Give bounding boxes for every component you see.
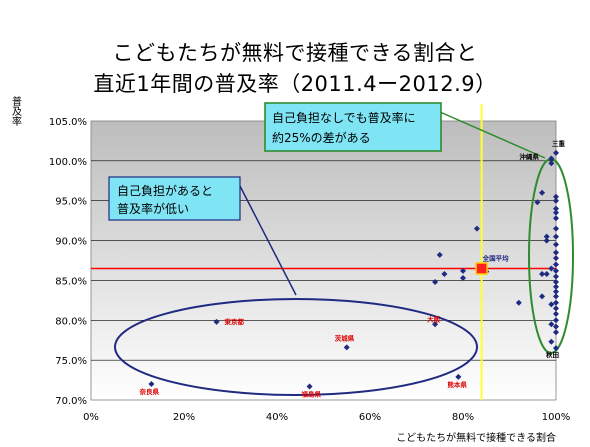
data-point [553, 249, 559, 256]
callout-self-pay: 自己負担があると 普及率が低い [108, 176, 241, 221]
data-point [534, 199, 541, 206]
data-point [553, 255, 559, 262]
callout-free-line-2: 約25%の差がある [272, 130, 371, 145]
data-point [553, 261, 559, 268]
data-point [539, 189, 546, 196]
data-point [306, 383, 313, 390]
data-point [539, 293, 546, 300]
x-tick-label: 60% [359, 412, 381, 423]
x-tick-label: 40% [266, 412, 288, 423]
callout-free-line-1: 自己負担なしでも普及率に [272, 110, 416, 125]
y-tick-label: 95.0% [55, 197, 87, 208]
point-label: 福島県 [301, 389, 322, 398]
y-tick-label: 80.0% [55, 316, 87, 327]
x-tick-label: 100% [542, 412, 571, 423]
y-tick-label: 70.0% [55, 396, 87, 407]
data-point [148, 381, 155, 388]
point-label: 大阪 [427, 314, 441, 323]
data-point [515, 299, 522, 306]
data-point [553, 317, 559, 324]
y-tick-label: 75.0% [55, 356, 87, 367]
data-point [343, 344, 350, 351]
data-point [553, 215, 559, 222]
y-tick-label: 100.0% [49, 157, 87, 168]
gridlines [91, 160, 556, 361]
callout-self-pay-line-2: 普及率が低い [117, 201, 189, 216]
point-label: 沖縄県 [519, 152, 539, 161]
data-point [548, 301, 555, 308]
x-tick-label: 80% [452, 412, 474, 423]
data-point [543, 233, 550, 240]
national-average-label: 全国平均 [482, 253, 510, 262]
data-point [553, 345, 559, 352]
x-tick-label: 0% [83, 412, 99, 423]
data-point [553, 205, 559, 212]
data-points [148, 149, 559, 390]
data-point [460, 267, 466, 274]
data-point [553, 193, 559, 200]
data-point [455, 373, 462, 380]
data-point [553, 273, 559, 280]
point-label: 東京都 [225, 317, 245, 326]
left-ellipse [114, 298, 478, 396]
data-point [553, 241, 559, 248]
y-tick-label: 105.0% [49, 117, 87, 128]
y-tick-label: 90.0% [55, 237, 87, 248]
y-axis-label: 普及率 [10, 95, 22, 127]
data-point [553, 197, 559, 204]
data-point [553, 310, 559, 317]
data-point [553, 225, 559, 232]
data-point [548, 321, 555, 328]
data-point [553, 233, 559, 240]
data-point [539, 271, 546, 278]
data-point [213, 318, 220, 325]
data-point [548, 155, 555, 162]
callout-free: 自己負担なしでも普及率に 約25%の差がある [264, 102, 442, 152]
data-point [460, 275, 466, 282]
data-point [548, 160, 555, 167]
data-point [553, 149, 559, 156]
data-point [432, 279, 439, 286]
y-axis-ticks: 70.0% 75.0% 80.0% 85.0% 90.0% 95.0% 100.0% 105.… [49, 117, 87, 407]
point-label: 秋田 [546, 350, 560, 359]
data-point [553, 267, 559, 274]
title-line-1: こどもたちが無料で接種できる割合と [112, 41, 478, 65]
data-point [548, 265, 555, 272]
point-label: 奈良県 [138, 387, 159, 396]
national-average-marker [475, 262, 488, 275]
data-point [548, 338, 555, 345]
data-point [543, 271, 550, 278]
data-point [553, 288, 559, 295]
point-label: 三重 [552, 139, 566, 148]
data-point [553, 323, 559, 330]
point-label: 茨城県 [335, 333, 355, 342]
y-tick-label: 85.0% [55, 276, 87, 287]
left-callout-connector [239, 185, 297, 296]
x-axis-ticks: 0% 20% 40% 60% 80% 100% [83, 412, 570, 423]
data-point [553, 329, 559, 336]
data-point [436, 251, 443, 258]
plot-area [90, 120, 557, 401]
data-point [543, 237, 550, 244]
data-point [432, 321, 439, 328]
data-point [553, 283, 559, 290]
slide-title: こどもたちが無料で接種できる割合と 直近1年間の普及率（2011.4ー2012.… [0, 38, 590, 100]
data-point [553, 209, 559, 216]
x-axis-label: こどもたちが無料で接種できる割合 [396, 431, 556, 444]
title-line-2: 直近1年間の普及率（2011.4ー2012.9） [93, 72, 497, 96]
data-point [441, 271, 448, 278]
data-point [553, 293, 559, 300]
callout-self-pay-line-1: 自己負担があると [117, 183, 213, 198]
data-point [553, 279, 559, 286]
data-point [553, 305, 559, 312]
data-point [473, 225, 480, 232]
right-callout-connector [439, 111, 546, 159]
data-point [553, 299, 559, 306]
x-tick-label: 20% [173, 412, 195, 423]
point-label: 熊本県 [447, 380, 467, 389]
